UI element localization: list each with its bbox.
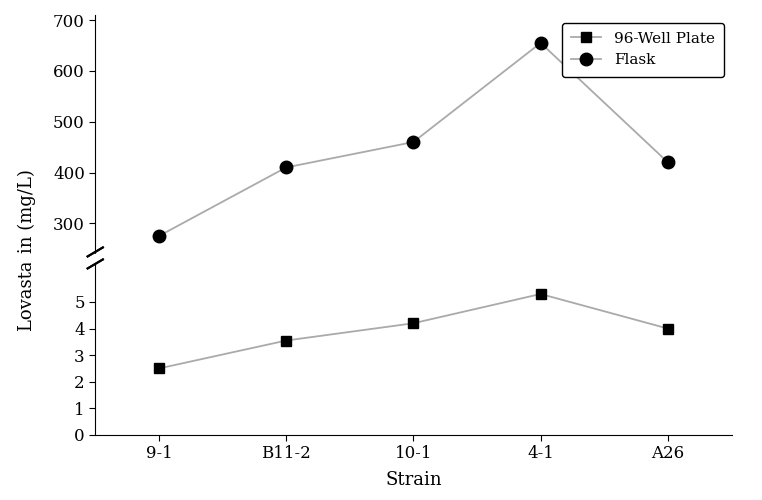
X-axis label: Strain: Strain bbox=[385, 470, 442, 488]
Legend: 96-Well Plate, Flask: 96-Well Plate, Flask bbox=[562, 22, 724, 76]
Text: Lovastatin (mg/L): Lovastatin (mg/L) bbox=[18, 169, 36, 331]
